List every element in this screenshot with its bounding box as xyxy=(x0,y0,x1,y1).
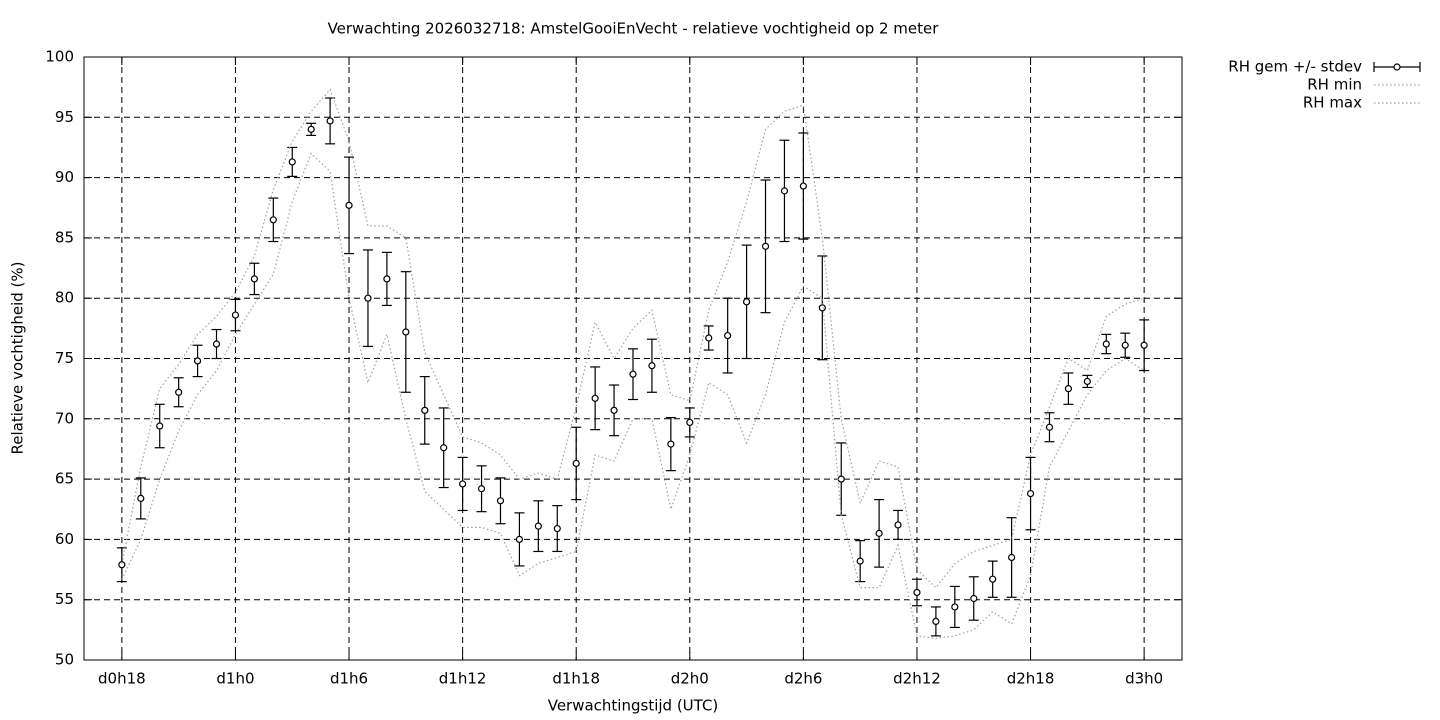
point xyxy=(610,406,618,414)
legend-label: RH min xyxy=(1307,76,1362,94)
point xyxy=(913,588,921,597)
point xyxy=(477,485,486,493)
y-tick-label: 90 xyxy=(55,168,74,186)
point xyxy=(553,524,561,533)
point xyxy=(326,117,334,125)
point xyxy=(496,497,505,505)
point xyxy=(780,187,789,195)
x-axis-label: Verwachtingstijd (UTC) xyxy=(548,697,719,715)
legend-swatch xyxy=(1393,63,1401,71)
point xyxy=(459,480,467,488)
x-tick-label: d1h0 xyxy=(216,670,254,688)
x-tick-label: d3h0 xyxy=(1125,670,1163,688)
point xyxy=(894,521,902,529)
point xyxy=(1064,385,1073,393)
point xyxy=(345,201,353,209)
point xyxy=(250,275,258,283)
legend-label: RH max xyxy=(1303,94,1362,112)
point xyxy=(970,594,978,603)
point xyxy=(856,557,864,565)
point xyxy=(1045,423,1054,431)
point xyxy=(629,370,637,378)
point xyxy=(724,331,732,340)
x-tick-label: d2h0 xyxy=(671,670,709,688)
x-tick-label: d1h18 xyxy=(552,670,600,688)
y-tick-label: 100 xyxy=(45,48,74,66)
point xyxy=(307,125,315,133)
point xyxy=(421,406,429,414)
point xyxy=(534,522,542,530)
point xyxy=(837,475,845,483)
point xyxy=(705,334,713,342)
point xyxy=(818,304,826,312)
y-tick-label: 85 xyxy=(55,228,74,246)
point xyxy=(686,418,694,427)
y-tick-label: 60 xyxy=(55,530,74,548)
point xyxy=(648,362,656,370)
point xyxy=(1140,341,1148,349)
line xyxy=(121,88,1145,589)
legend-label: RH gem +/- stdev xyxy=(1228,58,1362,76)
point xyxy=(951,603,959,611)
point xyxy=(515,535,524,544)
x-tick-label: d2h18 xyxy=(1007,670,1055,688)
point xyxy=(572,459,580,468)
point xyxy=(667,440,675,448)
line xyxy=(121,152,1145,639)
point xyxy=(137,494,145,502)
x-tick-label: d2h6 xyxy=(784,670,822,688)
x-tick-label: d1h12 xyxy=(439,670,487,688)
point xyxy=(799,182,807,190)
point xyxy=(288,158,296,166)
point xyxy=(269,216,277,224)
point xyxy=(364,294,372,302)
point xyxy=(231,311,240,319)
point xyxy=(932,617,940,626)
x-tick-label: d0h18 xyxy=(98,670,146,688)
point xyxy=(591,394,599,402)
point xyxy=(402,328,410,336)
y-tick-label: 75 xyxy=(55,349,74,367)
point xyxy=(118,561,126,569)
point xyxy=(1102,340,1110,348)
x-tick-label: d2h12 xyxy=(893,670,941,688)
point xyxy=(1121,341,1129,349)
y-tick-label: 95 xyxy=(55,108,74,126)
y-axis-label: Relatieve vochtigheid (%) xyxy=(9,261,27,454)
y-tick-label: 70 xyxy=(55,409,74,427)
chart-title: Verwachting 2026032718: AmstelGooiEnVech… xyxy=(328,20,940,38)
x-tick-label: d1h6 xyxy=(330,670,368,688)
point xyxy=(742,298,751,306)
point xyxy=(875,529,883,537)
y-tick-label: 50 xyxy=(55,651,74,669)
point xyxy=(212,340,221,348)
point xyxy=(1008,553,1016,562)
point xyxy=(1026,489,1035,498)
point xyxy=(761,242,770,250)
point xyxy=(440,444,448,452)
point xyxy=(175,388,183,396)
point xyxy=(156,422,164,430)
y-tick-label: 65 xyxy=(55,470,74,488)
y-tick-label: 55 xyxy=(55,590,74,608)
y-tick-label: 80 xyxy=(55,289,74,307)
point xyxy=(193,357,202,365)
point xyxy=(1083,377,1091,386)
point xyxy=(383,275,391,283)
point xyxy=(989,575,997,583)
